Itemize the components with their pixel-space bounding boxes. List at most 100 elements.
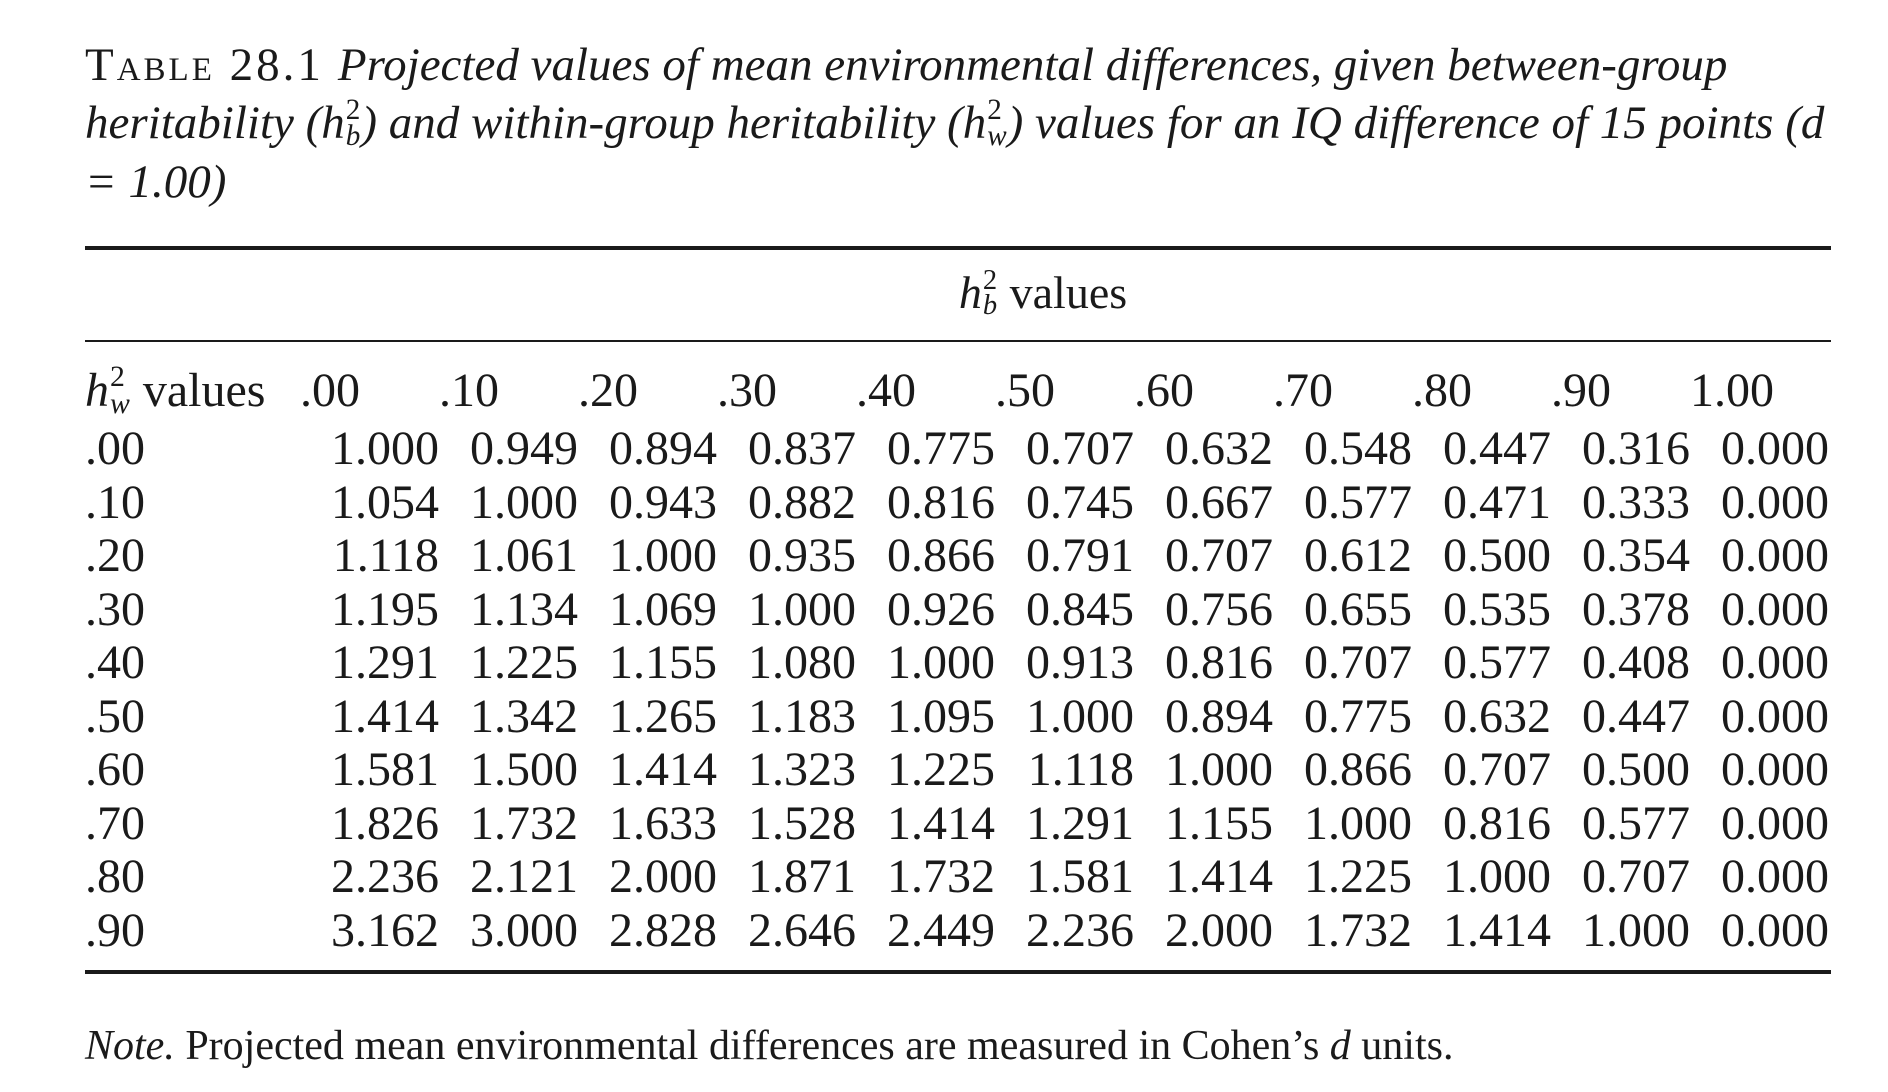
table-cell: 1.118 (332, 529, 439, 582)
table-cell: 3.162 (331, 903, 439, 957)
table-cell: 1.000 (1304, 796, 1412, 850)
table-cell: 0.894 (1165, 689, 1273, 743)
row-label: .70 (85, 796, 145, 850)
table-cell: 0.447 (1582, 689, 1690, 743)
table-cell: 1.000 (1443, 850, 1551, 903)
table-cell: 1.155 (609, 636, 717, 689)
table-cell: 1.732 (470, 796, 578, 850)
table-cell: 0.816 (887, 475, 995, 529)
table-cell: 1.291 (331, 636, 439, 689)
row-label: .80 (85, 850, 145, 903)
table-cell: 1.054 (331, 475, 439, 529)
table-cell: 3.000 (470, 903, 578, 957)
table-row: .30 1.195 1.134 1.069 1.000 0.926 0.845 0.756 0.… (85, 583, 1829, 637)
column-header: .20 (578, 364, 638, 417)
table-cell: 0.535 (1443, 582, 1551, 636)
table-cell: 0.866 (887, 529, 995, 582)
column-header: .90 (1551, 364, 1611, 417)
spanner-rule (85, 340, 1831, 342)
table-cell: 1.000 (609, 529, 717, 582)
table-row: .20 1.118 1.061 1.000 0.935 0.866 0.791 0.707 0.… (85, 529, 1829, 583)
table-cell: 2.000 (609, 850, 717, 903)
table-cell: 1.000 (1165, 743, 1273, 796)
table-cell: 1.528 (748, 796, 856, 850)
table-cell: 1.000 (748, 582, 856, 636)
table-cell: 1.080 (748, 636, 856, 689)
table-cell: 1.000 (470, 475, 578, 529)
table-row: .40 1.291 1.225 1.155 1.080 1.000 0.913 0.816 0.… (85, 636, 1829, 690)
table-cell: 1.414 (887, 796, 995, 850)
table-cell: 0.882 (748, 475, 856, 529)
column-header: 1.00 (1690, 364, 1774, 417)
table-cell: 0.707 (1026, 422, 1134, 475)
table-cell: 1.000 (1026, 689, 1134, 743)
table-row: .50 1.414 1.342 1.265 1.183 1.095 1.000 0.894 0.… (85, 690, 1829, 744)
table-cell: 1.183 (748, 689, 856, 743)
table-cell: 0.632 (1443, 689, 1551, 743)
table-cell: 1.414 (1165, 850, 1273, 903)
table-cell: 2.000 (1165, 903, 1273, 957)
table-cell: 0.845 (1026, 582, 1134, 636)
table-cell: 1.342 (470, 689, 578, 743)
column-header: .30 (717, 364, 777, 417)
caption-text: ) values for an IQ difference of 15 poin… (85, 97, 1825, 209)
table-row: .10 1.054 1.000 0.943 0.882 0.816 0.745 0.667 0.… (85, 476, 1829, 530)
table-cell: 2.646 (748, 903, 856, 957)
column-header: .60 (1134, 364, 1194, 417)
note-label: Note. (85, 1023, 175, 1069)
table-cell: 0.667 (1165, 475, 1273, 529)
table-cell: 1.291 (1026, 796, 1134, 850)
table-cell: 0.471 (1443, 475, 1551, 529)
table-cell: 2.828 (609, 903, 717, 957)
table-cell: 0.707 (1165, 529, 1273, 582)
table-row: .00 1.000 0.949 0.894 0.837 0.775 0.707 0.632 0.… (85, 422, 1829, 476)
table-cell: 1.732 (1304, 903, 1412, 957)
table-cell: 1.225 (470, 636, 578, 689)
table-cell: 1.581 (331, 743, 439, 796)
table-row: .60 1.581 1.500 1.414 1.323 1.225 1.118 1.000 0.… (85, 743, 1829, 797)
table-note: Note. Projected mean environmental diffe… (85, 1023, 1454, 1069)
table-cell: 0.612 (1304, 529, 1412, 582)
top-rule (85, 246, 1831, 250)
table-cell: 0.926 (887, 582, 995, 636)
table-cell: 0.745 (1026, 475, 1134, 529)
table-cell: 2.236 (1026, 903, 1134, 957)
h-symbol: h (321, 97, 345, 149)
column-header: .80 (1412, 364, 1472, 417)
table-row: .80 2.236 2.121 2.000 1.871 1.732 1.581 1.414 1.… (85, 850, 1829, 904)
table-cell: 0.866 (1304, 743, 1412, 796)
table-cell: 1.000 (331, 422, 439, 475)
table-cell: 0.000 (1721, 743, 1829, 796)
table-cell: 0.000 (1721, 582, 1829, 636)
table-cell: 0.000 (1721, 529, 1829, 582)
table-cell: 0.000 (1721, 689, 1829, 743)
row-label: .00 (85, 422, 145, 475)
table-cell: 0.913 (1026, 636, 1134, 689)
table-cell: 1.155 (1165, 796, 1273, 850)
table-cell: 1.732 (887, 850, 995, 903)
table-cell: 0.000 (1721, 636, 1829, 689)
table-cell: 1.323 (748, 743, 856, 796)
table-cell: 0.707 (1304, 636, 1412, 689)
table-cell: 0.408 (1582, 636, 1690, 689)
row-label: .10 (85, 475, 145, 529)
table-cell: 0.775 (1304, 689, 1412, 743)
table-cell: 0.577 (1443, 636, 1551, 689)
table-cell: 2.449 (887, 903, 995, 957)
table-cell: 1.225 (887, 743, 995, 796)
table-cell: 1.871 (748, 850, 856, 903)
column-header: .50 (995, 364, 1055, 417)
table-cell: 0.707 (1582, 850, 1690, 903)
table-cell: 0.935 (748, 529, 856, 582)
table-cell: 1.414 (1443, 903, 1551, 957)
row-label: .60 (85, 743, 145, 796)
caption-text: ) and within-group heritability ( (361, 97, 963, 149)
table-cell: 0.577 (1582, 796, 1690, 850)
table-cell: 0.500 (1582, 743, 1690, 796)
table-cell: 1.265 (609, 689, 717, 743)
bottom-rule (85, 970, 1831, 974)
